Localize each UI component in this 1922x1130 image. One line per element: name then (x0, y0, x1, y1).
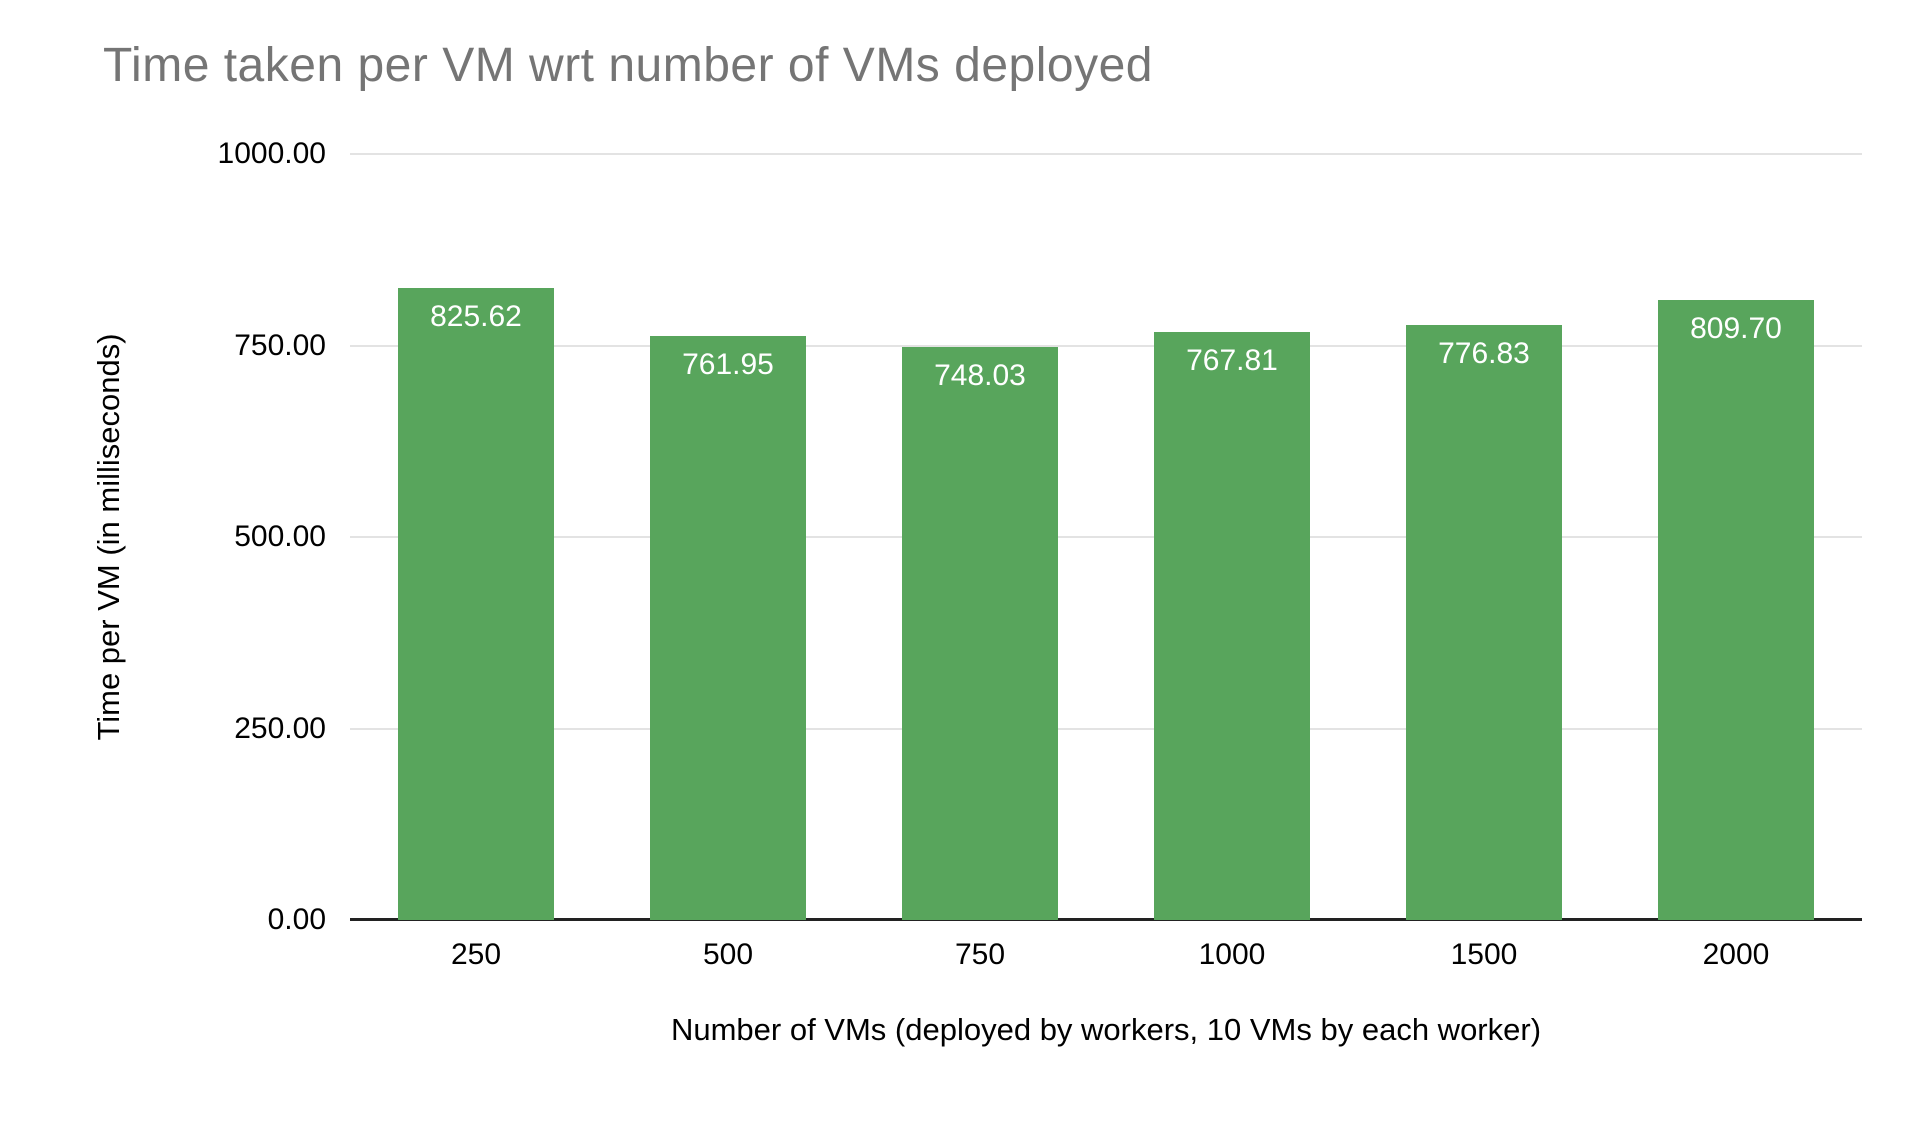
x-tick-label: 250 (450, 938, 502, 971)
y-tick-label: 500.00 (234, 520, 326, 553)
y-tick-label: 0.00 (267, 903, 326, 936)
y-tick-label: 750.00 (234, 328, 326, 362)
bar: 809.70 (1658, 299, 1814, 920)
bar: 748.03 (902, 347, 1058, 920)
x-tick-label: 1500 (1450, 938, 1518, 971)
gridline (350, 344, 1862, 347)
bar: 825.62 (398, 287, 554, 920)
y-tick-label: 250.00 (234, 711, 326, 745)
x-axis-title: Number of VMs (deployed by workers, 10 V… (670, 1012, 1542, 1047)
x-axis-baseline (350, 918, 1862, 921)
gridline (350, 727, 1862, 730)
y-axis-title: Time per VM (in milliseconds) (91, 333, 126, 741)
chart-title: Time taken per VM wrt number of VMs depl… (103, 39, 1153, 92)
bar-value-label: 776.83 (1438, 336, 1530, 370)
bar-value-label: 809.70 (1690, 311, 1782, 345)
x-tick-label: 2000 (1702, 938, 1770, 971)
bar-value-label: 761.95 (682, 348, 774, 382)
bar-value-label: 825.62 (430, 299, 522, 333)
bar-value-label: 748.03 (934, 359, 1026, 393)
y-tick-label: 1000.00 (217, 137, 326, 170)
bar: 776.83 (1406, 324, 1562, 920)
bar: 761.95 (650, 336, 806, 920)
plot-area: 0.00 250.00 500.00 750.00 1000.00 825.62 250 76… (218, 137, 1862, 971)
gridline (350, 536, 1862, 538)
bar-value-label: 767.81 (1186, 343, 1278, 377)
x-tick-label: 750 (954, 938, 1006, 971)
bar: 767.81 (1154, 331, 1310, 920)
x-tick-label: 1000 (1198, 938, 1266, 971)
x-tick-label: 500 (702, 938, 754, 971)
gridline (350, 153, 1862, 155)
